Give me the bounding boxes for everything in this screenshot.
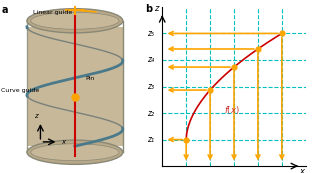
- Text: Linear guide: Linear guide: [33, 10, 72, 15]
- Ellipse shape: [31, 12, 119, 29]
- Text: b: b: [145, 4, 152, 14]
- Text: Pin: Pin: [85, 76, 95, 81]
- Text: Curve guide: Curve guide: [2, 88, 40, 93]
- Text: z: z: [34, 113, 38, 119]
- Text: $f(x)$: $f(x)$: [224, 104, 240, 116]
- Text: z₃: z₃: [147, 82, 154, 91]
- Ellipse shape: [27, 140, 123, 164]
- Ellipse shape: [31, 144, 119, 161]
- Polygon shape: [27, 27, 123, 146]
- Text: z: z: [154, 4, 158, 13]
- Text: z₅: z₅: [147, 29, 154, 38]
- Text: x: x: [300, 167, 305, 173]
- Text: z₂: z₂: [147, 108, 154, 117]
- Text: a: a: [2, 5, 8, 15]
- Text: z₁: z₁: [147, 135, 154, 144]
- Text: z₄: z₄: [147, 56, 154, 65]
- Ellipse shape: [27, 9, 123, 33]
- Text: x: x: [61, 139, 66, 145]
